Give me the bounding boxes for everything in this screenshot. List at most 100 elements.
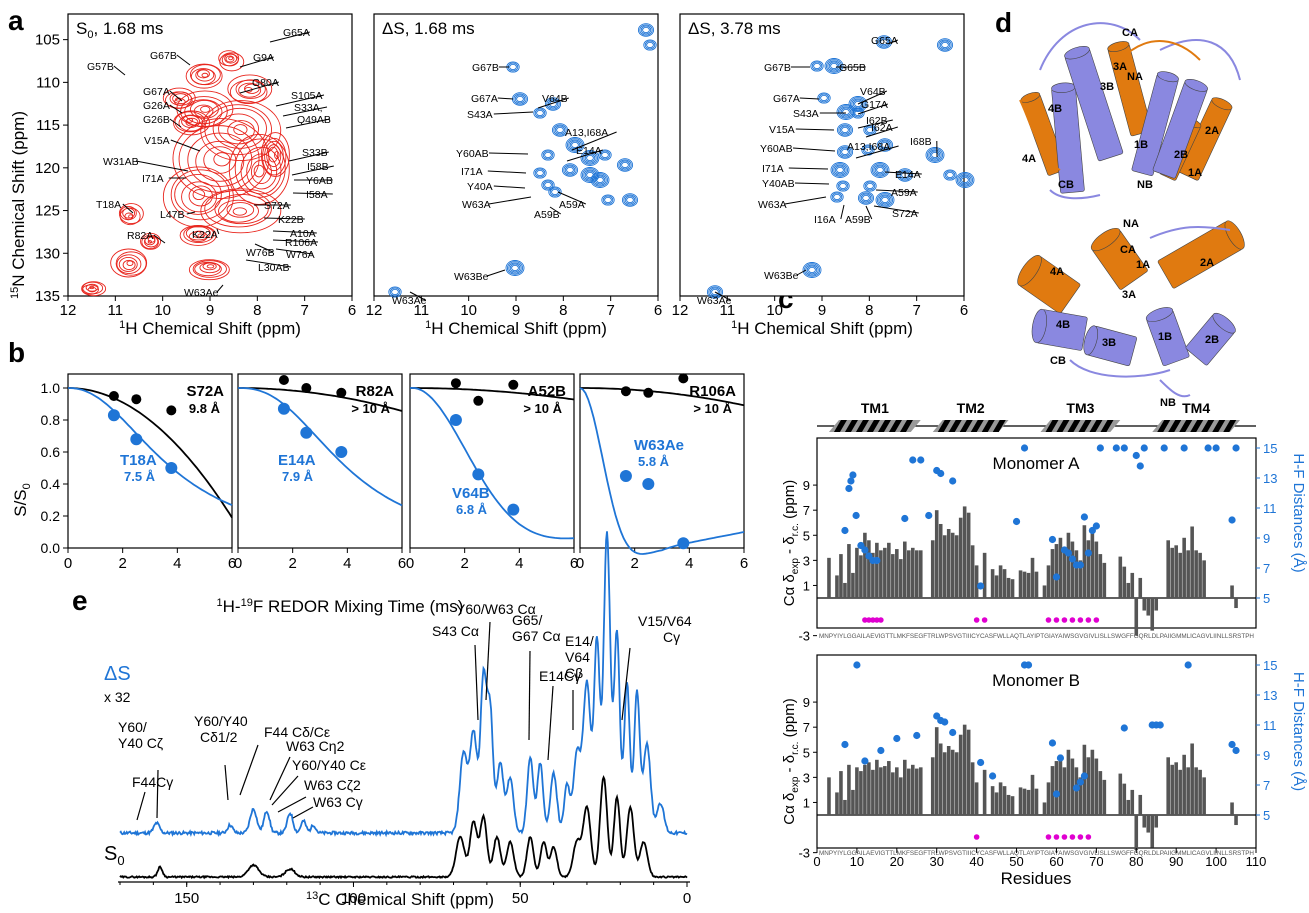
protein-sequence: MNPYIYLGGAILAEVIGTTLMKFSEGFTRLWPSVGTIIIC…	[819, 850, 1254, 857]
peak-label: W63Ae	[697, 295, 732, 307]
hf-distance-point	[893, 734, 901, 743]
peak-contour	[870, 162, 890, 178]
hf-distance-point	[1024, 661, 1033, 669]
peak-leader	[794, 182, 830, 185]
cs-bar	[1018, 787, 1023, 815]
hf-distance-point	[1048, 739, 1057, 747]
data-point-black	[620, 386, 631, 397]
peak-contour	[621, 193, 639, 207]
cs-bar	[863, 764, 867, 815]
helix-cap	[1064, 46, 1090, 60]
peak-contour	[941, 41, 949, 49]
y2-axis-label: H-F Distances (Å)	[1290, 453, 1307, 572]
peak-contour	[541, 179, 555, 191]
peak-leader	[239, 81, 279, 94]
y2-tick-label: 5	[1263, 808, 1270, 823]
residue-marker	[1053, 617, 1060, 623]
peak-contour	[509, 63, 517, 71]
cs-bar	[1094, 541, 1099, 598]
y2-tick-label: 13	[1263, 688, 1277, 703]
cs-bar	[827, 777, 831, 815]
peak-contour	[878, 37, 890, 47]
peak-contour	[864, 181, 876, 191]
cs-bar	[1126, 582, 1131, 598]
peak-contour	[554, 125, 566, 135]
helix-4B-bottom	[1031, 308, 1088, 351]
residue-marker	[1053, 834, 1060, 840]
peak-contour	[862, 194, 870, 202]
chart-frame	[816, 654, 1257, 849]
cs-bar	[918, 767, 923, 815]
data-point-black	[678, 373, 689, 384]
fit-curve-black	[68, 387, 233, 519]
y2-tick-label: 9	[1263, 531, 1270, 546]
peak-contour	[264, 140, 284, 172]
hf-distance-point	[1204, 444, 1212, 452]
peak-leader	[537, 97, 569, 109]
peak-contour	[548, 186, 562, 198]
peak-contour	[590, 172, 610, 188]
tm-helix-stripe	[1223, 420, 1237, 432]
peak-contour	[839, 147, 851, 157]
peak-contour	[192, 189, 206, 201]
cs-bar	[903, 759, 907, 815]
cs-bar	[843, 582, 847, 598]
peak-contour	[874, 165, 886, 175]
cs-bar	[887, 761, 891, 815]
cs-bar	[891, 772, 895, 815]
data-point-blue	[165, 462, 178, 474]
tm-helix-stripe	[833, 420, 847, 432]
cs-bar	[958, 734, 963, 815]
cs-bar	[1142, 598, 1147, 611]
data-point-black	[473, 395, 484, 406]
peak-contour	[218, 50, 240, 67]
cs-bar	[982, 769, 987, 815]
cs-bar	[1178, 552, 1182, 598]
residue-marker	[1077, 617, 1084, 623]
peak-leader	[153, 234, 166, 244]
peak-contour	[571, 141, 579, 149]
x-tick-label: 50	[1009, 854, 1023, 869]
cs-bar	[942, 752, 947, 815]
y-tick-label: 0.0	[41, 540, 61, 556]
helix-label: 3A	[1122, 289, 1136, 301]
peak-contour	[961, 176, 969, 184]
cs-bar	[827, 557, 831, 598]
residue-marker	[862, 617, 868, 623]
peak-contour	[533, 107, 547, 119]
spectrum-title: ΔS, 3.78 ms	[688, 19, 781, 38]
peak-contour	[813, 62, 821, 70]
cs-bar	[1194, 767, 1198, 815]
peak-contour	[391, 288, 399, 296]
residue-marker	[981, 617, 988, 623]
peak-label: V15A	[144, 135, 170, 147]
x-tick-label: 11	[108, 302, 124, 319]
peak-contour	[881, 141, 889, 149]
peak-contour	[178, 114, 204, 132]
peak-contour	[225, 55, 235, 63]
peak-contour	[188, 259, 230, 281]
y-tick-label: 3	[803, 770, 810, 785]
y-tick-label: 9	[803, 478, 810, 493]
hf-distance-point	[1120, 444, 1128, 452]
cs-bar	[990, 786, 995, 815]
peak-contour	[197, 233, 205, 238]
trace-s0	[119, 775, 688, 880]
peak-leader	[275, 94, 325, 107]
x-tick-label: 11	[720, 302, 736, 319]
cs-bar	[835, 575, 839, 598]
hf-distance-point	[937, 469, 945, 478]
hf-distance-point	[1052, 573, 1061, 581]
peak-contour	[544, 181, 552, 189]
peak-contour	[262, 137, 287, 176]
peak-contour	[640, 25, 652, 35]
data-point-blue	[619, 470, 632, 482]
peak-contour	[808, 266, 816, 274]
hf-distance-point	[1184, 661, 1192, 669]
peak-label: G67B	[150, 50, 177, 62]
peak-label: W76B	[246, 247, 275, 259]
blue-label: V64B	[452, 485, 490, 502]
peak-contour	[626, 196, 634, 204]
y-tick-label: -3	[798, 629, 810, 644]
